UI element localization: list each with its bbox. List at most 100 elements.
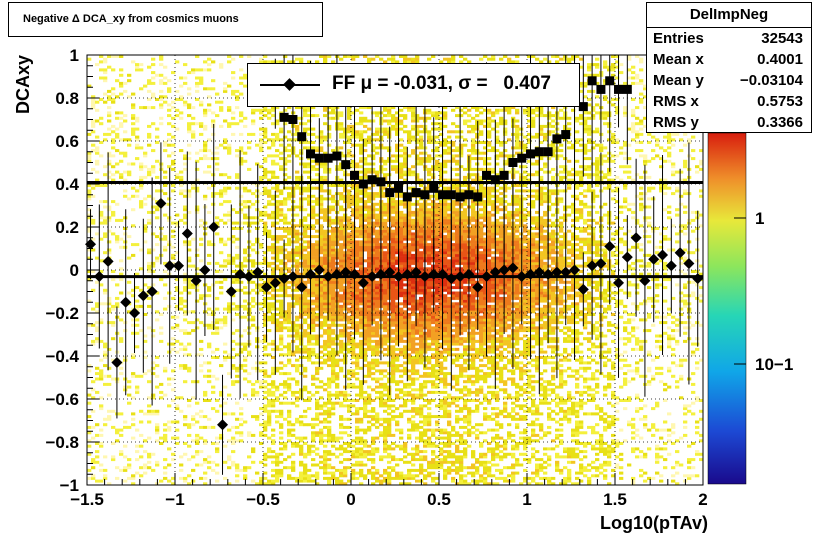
heatmap-cell	[303, 296, 308, 300]
heatmap-cell	[243, 345, 248, 349]
heatmap-cell	[255, 380, 260, 384]
heatmap-cell	[263, 256, 268, 260]
heatmap-cell	[407, 474, 412, 478]
heatmap-cell	[367, 291, 372, 295]
heatmap-cell	[327, 253, 332, 257]
heatmap-cell	[255, 227, 260, 230]
heatmap-cell	[119, 468, 124, 472]
heatmap-cell	[147, 170, 152, 174]
heatmap-cell	[403, 474, 408, 478]
heatmap-cell	[331, 261, 336, 265]
heatmap-cell	[99, 98, 104, 101]
heatmap-cell	[363, 404, 368, 408]
heatmap-cell	[95, 450, 100, 454]
heatmap-cell	[139, 68, 144, 72]
heatmap-cell	[255, 471, 260, 475]
heatmap-cell	[387, 135, 392, 139]
heatmap-cell	[359, 216, 364, 220]
heatmap-cell	[371, 288, 376, 292]
heatmap-cell	[183, 103, 188, 107]
heatmap-cell	[91, 100, 96, 104]
heatmap-cell	[395, 280, 400, 284]
heatmap-cell	[263, 372, 268, 376]
heatmap-cell	[367, 323, 372, 327]
heatmap-cell	[191, 329, 196, 333]
heatmap-cell	[335, 468, 340, 472]
heatmap-cell	[375, 235, 380, 239]
heatmap-cell	[235, 280, 240, 284]
heatmap-cell	[347, 294, 352, 298]
heatmap-cell	[187, 310, 192, 314]
heatmap-cell	[203, 124, 208, 128]
heatmap-cell	[207, 87, 212, 91]
heatmap-cell	[287, 143, 292, 147]
heatmap-cell	[351, 450, 356, 454]
heatmap-cell	[135, 318, 140, 322]
heatmap-cell	[267, 401, 272, 405]
heatmap-cell	[367, 267, 372, 271]
heatmap-cell	[399, 337, 404, 341]
heatmap-cell	[391, 248, 396, 252]
heatmap-cell	[343, 194, 348, 198]
heatmap-cell	[243, 377, 248, 381]
heatmap-cell	[311, 423, 316, 427]
heatmap-cell	[319, 194, 324, 198]
heatmap-cell	[271, 460, 276, 464]
heatmap-cell	[307, 399, 312, 402]
heatmap-cell	[355, 302, 360, 306]
heatmap-cell	[407, 326, 412, 330]
heatmap-cell	[95, 339, 100, 343]
heatmap-cell	[355, 450, 360, 454]
heatmap-cell	[331, 283, 336, 287]
heatmap-cell	[179, 95, 184, 99]
heatmap-cell	[347, 124, 352, 128]
heatmap-cell	[383, 243, 388, 247]
heatmap-cell	[231, 450, 236, 454]
heatmap-cell	[387, 173, 392, 177]
heatmap-cell	[231, 347, 236, 351]
heatmap-cell	[115, 439, 120, 443]
heatmap-cell	[363, 428, 368, 432]
heatmap-cell	[371, 157, 376, 161]
heatmap-cell	[187, 192, 192, 196]
heatmap-cell	[219, 291, 224, 295]
heatmap-cell	[311, 326, 316, 330]
heatmap-cell	[307, 127, 312, 131]
heatmap-cell	[351, 471, 356, 475]
heatmap-cell	[111, 178, 116, 182]
heatmap-cell	[371, 476, 376, 480]
heatmap-cell	[407, 186, 412, 190]
heatmap-cell	[279, 334, 284, 338]
heatmap-cell	[123, 216, 128, 220]
heatmap-cell	[339, 111, 344, 115]
heatmap-cell	[311, 374, 316, 378]
heatmap-cell	[151, 468, 156, 472]
heatmap-cell	[383, 342, 388, 346]
heatmap-cell	[323, 345, 328, 349]
heatmap-cell	[347, 307, 352, 311]
heatmap-cell	[407, 428, 412, 432]
heatmap-cell	[243, 216, 248, 220]
heatmap-cell	[159, 339, 164, 343]
heatmap-cell	[155, 98, 160, 101]
heatmap-cell	[371, 366, 376, 370]
heatmap-cell	[183, 205, 188, 209]
heatmap-cell	[115, 304, 120, 308]
heatmap-cell	[375, 468, 380, 472]
heatmap-cell	[255, 237, 260, 241]
heatmap-cell	[403, 356, 408, 359]
heatmap-cell	[319, 366, 324, 370]
heatmap-cell	[399, 482, 404, 486]
heatmap-cell	[351, 404, 356, 408]
heatmap-cell	[239, 433, 244, 437]
heatmap-cell	[239, 412, 244, 416]
heatmap-cell	[115, 79, 120, 83]
heatmap-cell	[327, 237, 332, 241]
heatmap-cell	[215, 192, 220, 196]
heatmap-cell	[107, 218, 112, 222]
heatmap-cell	[363, 159, 368, 163]
heatmap-cell	[351, 200, 356, 204]
heatmap-cell	[199, 272, 204, 276]
heatmap-cell	[159, 81, 164, 85]
heatmap-cell	[131, 130, 136, 134]
